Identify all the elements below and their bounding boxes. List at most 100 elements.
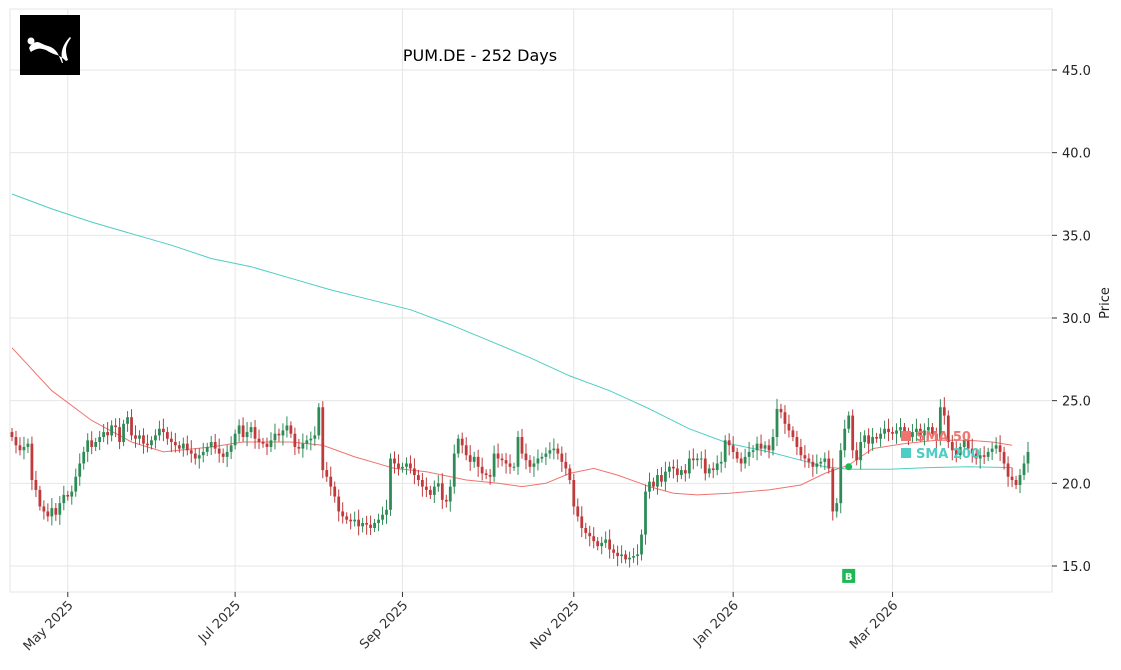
candle-body	[66, 494, 70, 497]
candle-body	[727, 440, 731, 446]
candle-body	[524, 453, 528, 461]
y-tick-label: 15.0	[1062, 560, 1091, 575]
candle-body	[58, 503, 62, 515]
candle-body	[719, 461, 723, 464]
y-tick-label: 25.0	[1062, 395, 1091, 410]
candle-body	[169, 438, 173, 442]
candle-body	[377, 519, 380, 524]
candle-body	[82, 451, 86, 464]
candle-body	[516, 437, 520, 467]
candle-body	[273, 433, 277, 441]
candle-body	[269, 440, 273, 447]
candle-body	[675, 468, 679, 476]
candle-body	[819, 461, 823, 464]
candle-body	[891, 432, 894, 434]
candle-body	[879, 433, 882, 439]
candle-body	[652, 481, 655, 487]
candle-body	[775, 408, 779, 438]
candle-body	[608, 539, 612, 550]
candle-body	[468, 455, 472, 462]
candle-body	[225, 451, 229, 457]
candle-body	[544, 453, 548, 457]
candle-body	[209, 441, 213, 447]
candle-body	[317, 407, 321, 436]
candle-body	[46, 511, 50, 517]
candle-body	[134, 435, 137, 439]
candle-body	[241, 425, 245, 438]
candle-body	[281, 430, 285, 436]
candle-body	[221, 453, 225, 457]
chart-title: PUM.DE - 252 Days	[403, 46, 557, 65]
candle-body	[301, 443, 305, 449]
candle-body	[289, 425, 293, 434]
candle-body	[90, 440, 94, 447]
candle-body	[560, 453, 564, 462]
candle-body	[851, 415, 855, 451]
candle-body	[1022, 463, 1026, 476]
candle-body	[432, 486, 436, 495]
candle-body	[126, 417, 129, 424]
candle-body	[592, 536, 596, 542]
candle-body	[687, 458, 691, 474]
candle-body	[401, 466, 404, 469]
candle-body	[950, 441, 954, 451]
candle-body	[584, 527, 588, 533]
candle-body	[656, 475, 659, 487]
candle-body	[460, 438, 464, 446]
candle-body	[277, 433, 281, 436]
candle-body	[572, 480, 576, 507]
y-tick-label: 35.0	[1062, 229, 1091, 244]
candle-body	[946, 415, 950, 442]
candle-body	[767, 445, 771, 451]
buy-signal-marker	[842, 568, 856, 583]
candle-body	[911, 432, 914, 438]
candle-body	[341, 511, 345, 517]
candle-body	[604, 539, 608, 543]
candle-body	[142, 435, 145, 444]
candle-body	[679, 470, 683, 476]
candle-body	[381, 514, 384, 520]
x-tick-label: Jul 2025	[195, 598, 244, 647]
candle-body	[397, 463, 400, 469]
candle-body	[78, 463, 82, 477]
candle-body	[1026, 451, 1030, 464]
candle-body	[711, 468, 715, 471]
candles	[10, 397, 1030, 568]
candle-body	[472, 456, 476, 462]
candle-body	[847, 415, 851, 429]
x-axis: May 2025 Jul 2025 Sep 2025 Nov 2025 Jan 2026…	[21, 592, 901, 654]
puma-head-icon	[27, 37, 35, 45]
y-axis-label: Price	[1098, 287, 1113, 319]
candle-body	[930, 427, 934, 434]
candle-body	[986, 451, 990, 457]
candle-body	[628, 557, 631, 560]
plot-area-frame	[9, 8, 1053, 593]
candle-body	[1010, 476, 1014, 481]
candle-body	[428, 489, 432, 495]
candle-body	[532, 463, 536, 467]
candle-body	[699, 458, 703, 460]
candle-body	[715, 463, 719, 471]
candle-body	[978, 455, 982, 459]
candle-body	[158, 428, 161, 436]
candle-body	[636, 554, 639, 557]
candle-body	[480, 466, 484, 474]
candle-body	[548, 450, 552, 454]
candle-body	[185, 443, 189, 451]
candle-body	[576, 506, 580, 517]
candle-body	[106, 432, 110, 436]
candle-body	[265, 443, 269, 447]
candle-body	[504, 460, 508, 464]
candle-body	[994, 445, 998, 449]
candle-body	[883, 428, 886, 434]
candle-body	[771, 437, 775, 451]
legend-sma50-swatch	[901, 431, 911, 441]
candle-body	[42, 506, 46, 512]
candle-body	[923, 430, 926, 436]
candle-body	[405, 463, 408, 467]
legend-sma200-swatch	[901, 448, 911, 458]
candle-body	[257, 438, 261, 442]
candle-body	[74, 476, 78, 492]
candle-body	[568, 468, 572, 481]
